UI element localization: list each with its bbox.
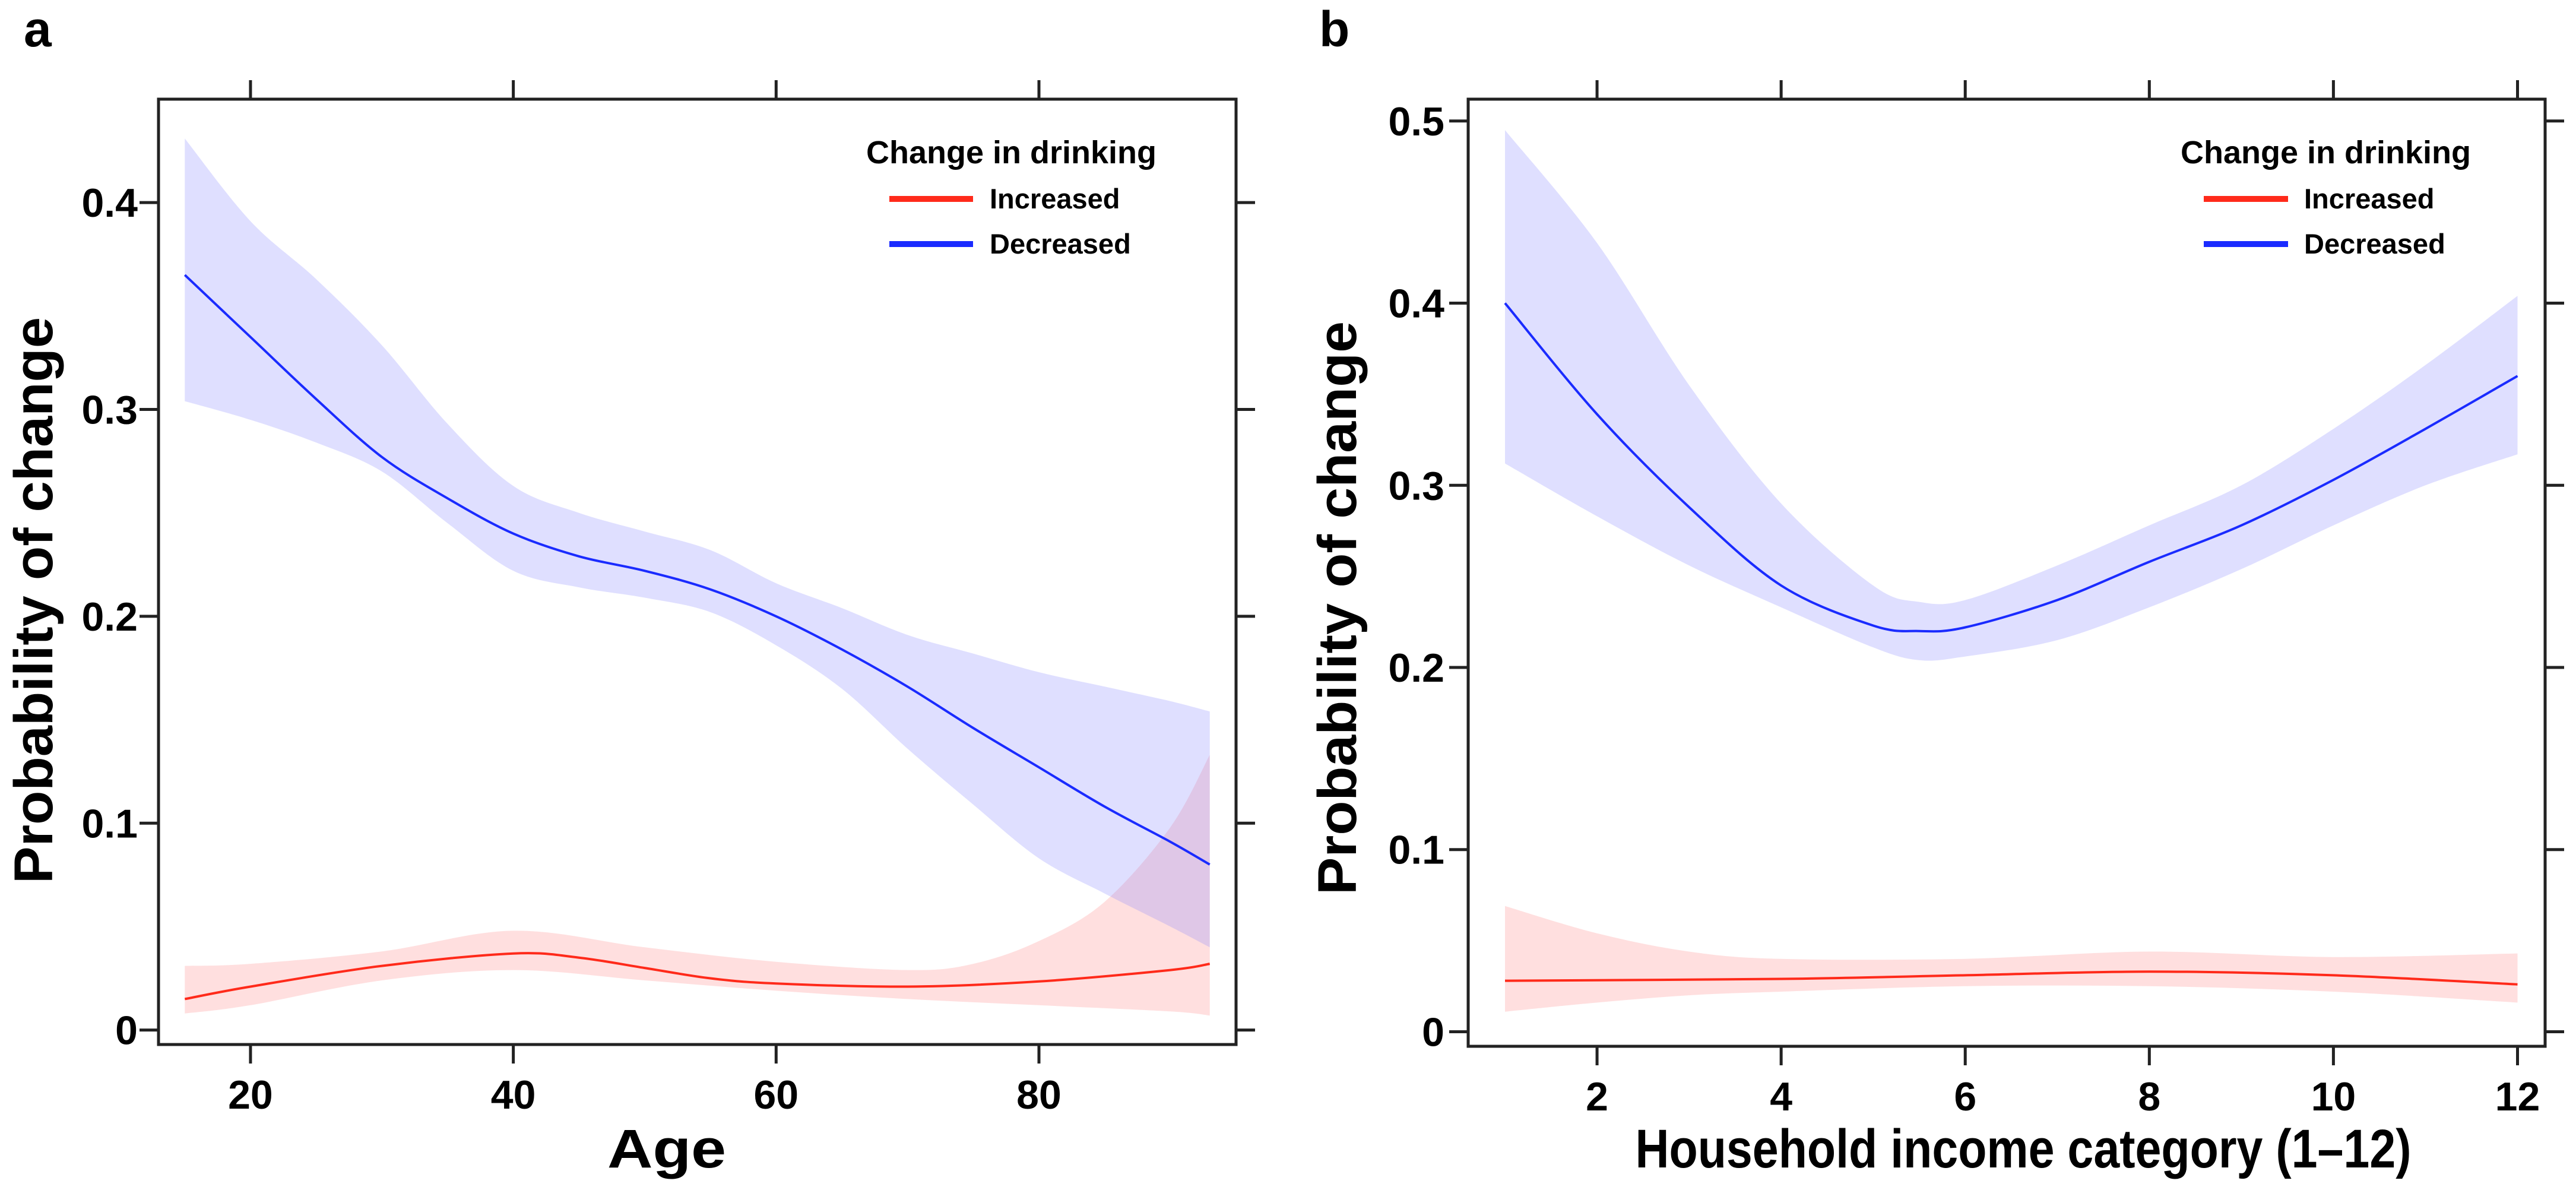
- x-tick-label: 4: [1770, 1074, 1792, 1119]
- line-decreased: [183, 274, 1211, 866]
- y-tick-label: 0.2: [81, 594, 138, 640]
- x-tick-label: 2: [1586, 1074, 1608, 1119]
- legend: Change in drinking Increased Decreased: [2181, 135, 2471, 259]
- ci-band-decreased: [1505, 130, 2518, 661]
- ci-band-increased: [1505, 906, 2518, 1012]
- y-axis-title: Probability of change: [4, 317, 64, 884]
- legend-label-increased: Increased: [2304, 183, 2434, 214]
- legend-label-decreased: Decreased: [990, 228, 1131, 259]
- legend-label-decreased: Decreased: [2304, 228, 2445, 259]
- confidence-bands: [185, 138, 1210, 1016]
- panel-b-income: b 2 4 6 8 10 12 0 0.1 0.2 0.3 0.4 0.5 Household inco…: [1307, 1, 2564, 1179]
- y-axis-title: Probability of change: [1307, 321, 1368, 895]
- y-tick-label: 0.4: [81, 181, 138, 226]
- legend-title: Change in drinking: [866, 135, 1156, 170]
- x-tick-label: 12: [2495, 1074, 2540, 1119]
- confidence-bands: [1505, 130, 2518, 1012]
- legend: Change in drinking Increased Decreased: [866, 135, 1156, 259]
- y-tick-label: 0.5: [1388, 99, 1444, 144]
- x-tick-label: 8: [2138, 1074, 2160, 1119]
- line-increased: [1504, 970, 2518, 986]
- y-tick-label: 0: [115, 1008, 138, 1053]
- y-tick-label: 0.1: [1388, 828, 1444, 873]
- x-tick-label: 6: [1954, 1074, 1976, 1119]
- y-tick-label: 0.3: [81, 388, 138, 433]
- plot-frame: [1466, 97, 2547, 1048]
- panel-letter-a: a: [24, 1, 52, 57]
- y-tick-label: 0.2: [1388, 645, 1444, 691]
- x-tick-label: 60: [753, 1072, 799, 1118]
- panel-letter-b: b: [1319, 1, 1349, 57]
- panel-a-age: a 20 40 60 80 0 0.1 0.2 0.3 0.4 Age Probability of…: [4, 1, 1255, 1179]
- ci-band-increased: [185, 755, 1210, 1016]
- y-tick-label: 0.1: [81, 801, 138, 846]
- legend-label-increased: Increased: [990, 183, 1120, 214]
- y-tick-label: 0: [1422, 1009, 1444, 1055]
- y-tick-label: 0.4: [1388, 281, 1444, 327]
- legend-title: Change in drinking: [2181, 135, 2471, 170]
- x-axis-title: Age: [607, 1119, 726, 1179]
- x-tick-label: 10: [2311, 1074, 2356, 1119]
- x-axis-title: Household income category (1–12): [1636, 1119, 2412, 1179]
- x-tick-label: 80: [1016, 1072, 1062, 1118]
- plot-frame: [157, 97, 1238, 1046]
- y-tick-label: 0.3: [1388, 463, 1444, 508]
- ci-band-decreased: [185, 138, 1210, 948]
- x-tick-label: 20: [228, 1072, 273, 1118]
- line-decreased: [1504, 302, 2518, 633]
- x-tick-label: 40: [491, 1072, 536, 1118]
- line-increased: [184, 952, 1211, 1001]
